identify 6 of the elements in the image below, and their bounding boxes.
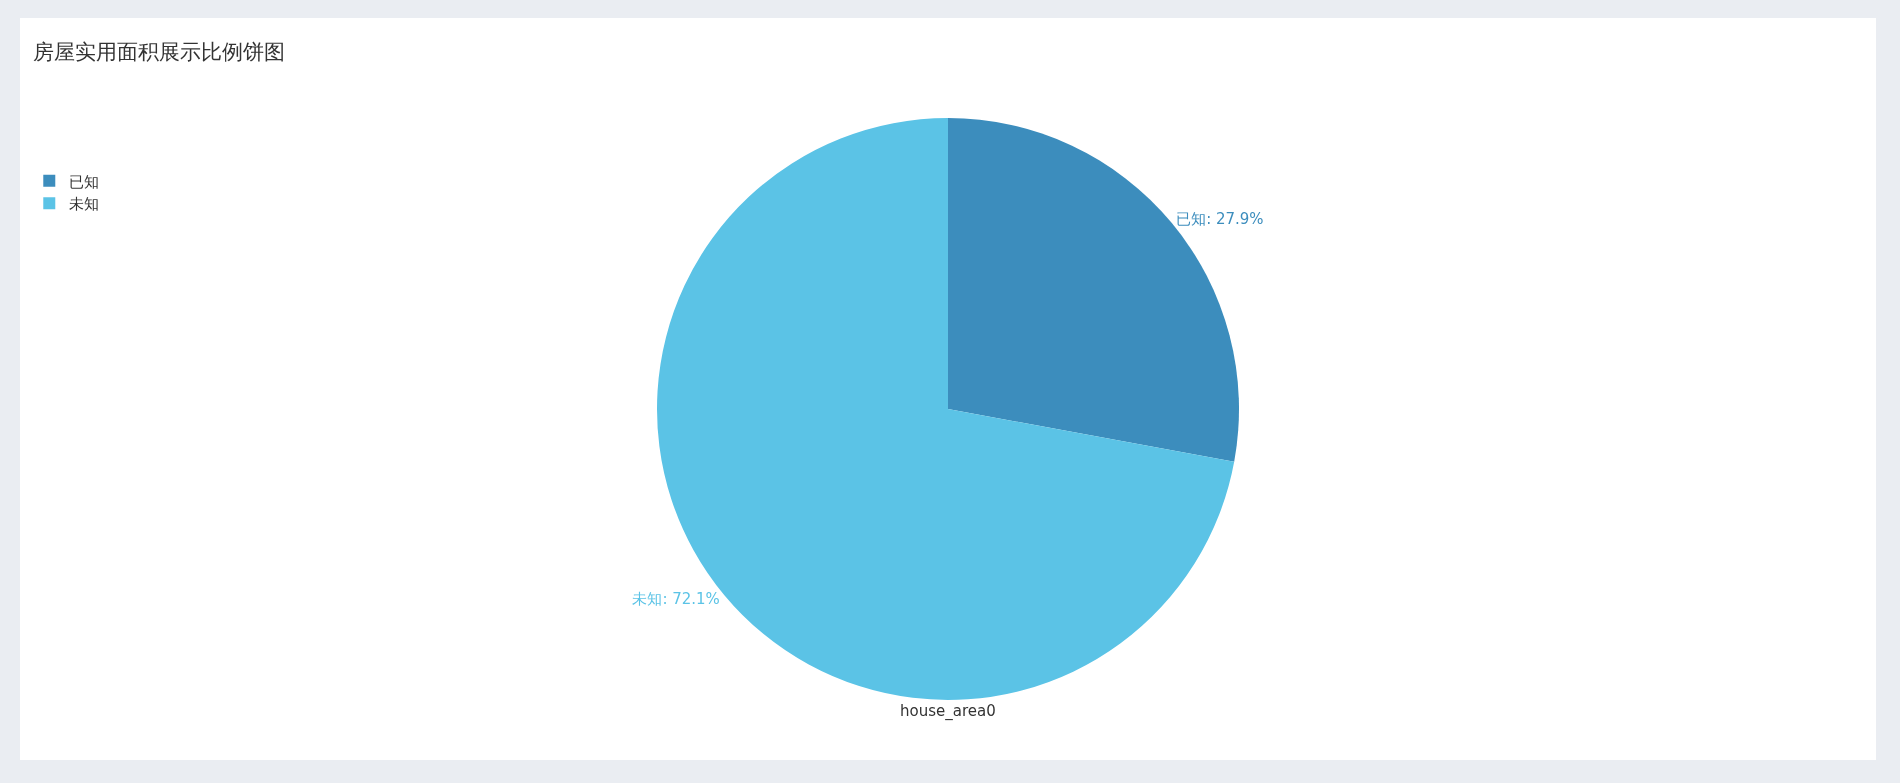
legend-label: 未知 (69, 195, 100, 214)
text: house_area0 (900, 702, 996, 721)
data-label: 已知: 27.9% (1176, 210, 1264, 229)
data-label: 未知: 72.1% (632, 589, 720, 608)
chart-title: 房屋实用面积展示比例饼图 (32, 39, 285, 64)
legend-label: 已知 (69, 172, 100, 191)
